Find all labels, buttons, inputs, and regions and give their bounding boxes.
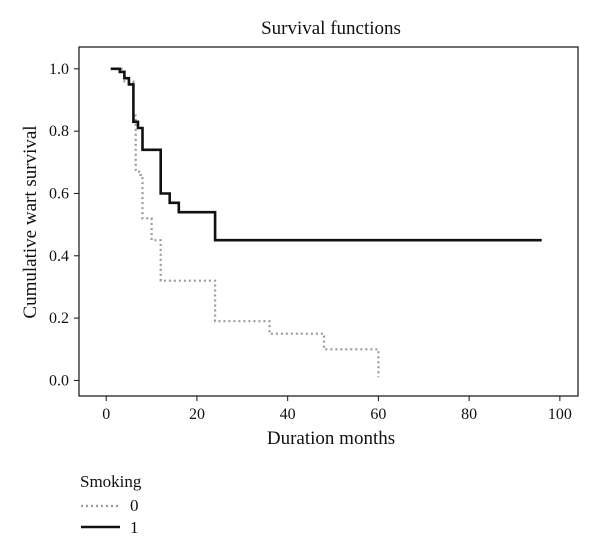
survival-curve-smoking-1 — [110, 67, 542, 242]
x-axis-label: Duration months — [267, 428, 395, 449]
y-tick-label: 0.0 — [49, 372, 69, 389]
y-tick-label: 0.2 — [49, 310, 69, 327]
x-tick-label: 80 — [461, 406, 477, 423]
y-tick-label: 0.6 — [49, 185, 69, 202]
legend: Smoking 0 1 — [80, 472, 142, 537]
y-axis-ticks: 0.0 0.2 0.4 0.6 0.8 1.0 — [49, 61, 79, 389]
legend-label-1: 1 — [130, 518, 139, 537]
x-tick-label: 0 — [102, 406, 110, 423]
series-layer — [110, 67, 542, 378]
x-tick-label: 40 — [280, 406, 296, 423]
x-tick-label: 20 — [189, 406, 205, 423]
legend-title: Smoking — [80, 472, 142, 491]
y-tick-label: 0.8 — [49, 123, 69, 140]
y-axis-label: Cumulative wart survival — [20, 125, 41, 318]
x-tick-label: 60 — [370, 406, 386, 423]
y-tick-label: 0.4 — [49, 248, 69, 265]
x-axis-ticks: 0 20 40 60 80 100 — [102, 396, 572, 423]
survival-curve-smoking-0 — [110, 67, 380, 378]
y-tick-label: 1.0 — [49, 61, 69, 78]
plot-frame — [78, 46, 579, 397]
legend-label-0: 0 — [130, 496, 139, 515]
chart-title: Survival functions — [261, 18, 401, 39]
x-tick-label: 100 — [548, 406, 572, 423]
